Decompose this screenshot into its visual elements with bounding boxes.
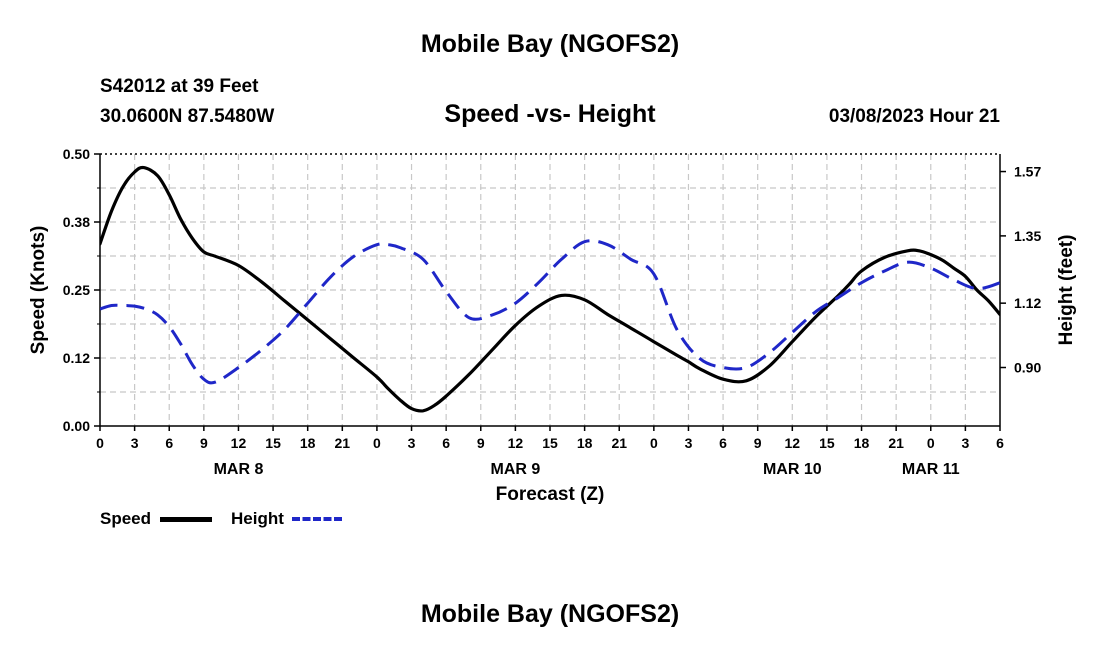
y-tick-label: 0.38 xyxy=(63,214,90,230)
tick-labels: 0.00 0.12 0.25 0.38 0.50 0.90 1.12 1.35 1.57 0 3 6 9… xyxy=(63,146,1042,478)
forecast-datestamp: 03/08/2023 Hour 21 xyxy=(828,106,1000,127)
x-tick-label: 3 xyxy=(131,435,139,451)
footer-title: Mobile Bay (NGOFS2) xyxy=(420,600,680,628)
x-tick-label: 3 xyxy=(961,435,969,451)
legend-speed-swatch xyxy=(160,517,212,522)
legend-speed-label: Speed xyxy=(100,509,152,528)
x-tick-label: 6 xyxy=(719,435,727,451)
series-line-speed xyxy=(100,165,1000,413)
x-tick-label: 21 xyxy=(888,435,904,451)
y-tick-label: 0.12 xyxy=(63,350,90,366)
x-tick-label: 21 xyxy=(335,435,351,451)
day-label: MAR 10 xyxy=(763,461,822,478)
y2-tick-label: 1.57 xyxy=(1014,164,1041,180)
x-tick-label: 18 xyxy=(300,435,316,451)
x-tick-label: 15 xyxy=(819,435,835,451)
station-label: S42012 at 39 Feet xyxy=(100,76,259,97)
x-tick-label: 0 xyxy=(373,435,381,451)
y2-tick-label: 1.12 xyxy=(1014,295,1041,311)
x-tick-label: 15 xyxy=(265,435,281,451)
y2-tick-label: 0.90 xyxy=(1014,360,1041,376)
x-tick-label: 15 xyxy=(542,435,558,451)
x-tick-label: 9 xyxy=(477,435,485,451)
x-tick-label: 6 xyxy=(442,435,450,451)
day-label: MAR 9 xyxy=(490,461,540,478)
x-tick-label: 12 xyxy=(231,435,247,451)
series-layer xyxy=(100,165,1000,413)
legend-height-swatch xyxy=(292,517,342,521)
station-coordinates: 30.0600N 87.5480W xyxy=(100,106,275,127)
grid-lines xyxy=(100,154,1000,426)
x-tick-label: 9 xyxy=(754,435,762,451)
legend-height-label: Height xyxy=(231,509,284,528)
day-label: MAR 8 xyxy=(214,461,264,478)
chart-subtitle: Speed -vs- Height xyxy=(444,100,656,128)
y2-tick-label: 1.35 xyxy=(1014,228,1041,244)
y-tick-label: 0.00 xyxy=(63,418,90,434)
x-tick-label: 18 xyxy=(577,435,593,451)
y-tick-label: 0.50 xyxy=(63,146,90,162)
x-tick-label: 6 xyxy=(996,435,1004,451)
x-tick-label: 18 xyxy=(854,435,870,451)
y-tick-label: 0.25 xyxy=(63,282,90,298)
x-tick-label: 12 xyxy=(508,435,524,451)
x-tick-label: 12 xyxy=(785,435,801,451)
chart-main-title: Mobile Bay (NGOFS2) xyxy=(420,30,680,58)
series-line-height xyxy=(100,239,1000,385)
x-tick-label: 3 xyxy=(685,435,693,451)
x-tick-label: 6 xyxy=(165,435,173,451)
y2-axis-label: Height (feet) xyxy=(1056,235,1077,346)
day-label: MAR 11 xyxy=(902,461,960,478)
y-axis-label: Speed (Knots) xyxy=(28,226,49,355)
x-tick-label: 9 xyxy=(200,435,208,451)
x-tick-label: 3 xyxy=(408,435,416,451)
x-axis-label: Forecast (Z) xyxy=(496,484,605,505)
x-tick-label: 0 xyxy=(650,435,658,451)
x-tick-label: 21 xyxy=(611,435,627,451)
x-tick-label: 0 xyxy=(96,435,104,451)
x-tick-label: 0 xyxy=(927,435,935,451)
